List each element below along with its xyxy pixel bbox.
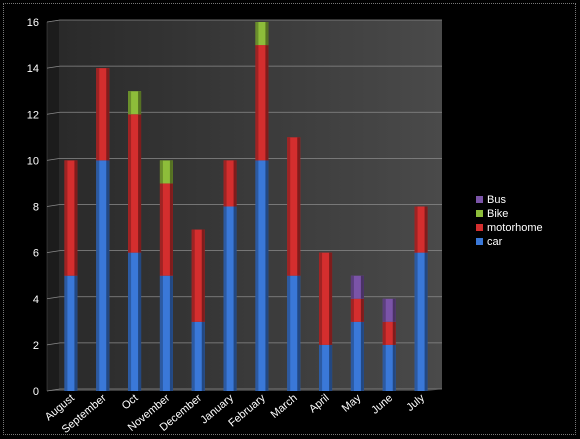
bar-june-bus (382, 298, 396, 322)
y-tick-label: 14 (27, 63, 39, 75)
gridline (46, 250, 442, 253)
y-axis-tick-labels: 0 2 4 6 8 10 12 14 16 (27, 17, 39, 398)
bar-july-motorhome (414, 206, 428, 253)
bar-oct-motorhome (128, 114, 142, 253)
gridline (46, 342, 442, 346)
bar-may-motorhome (350, 298, 364, 322)
gridline (46, 388, 442, 392)
x-tick-label: June (369, 392, 395, 417)
gridline (46, 296, 442, 300)
gridline (46, 111, 442, 115)
legend-swatch (476, 196, 483, 203)
floor (47, 389, 442, 391)
legend-swatch (476, 224, 483, 231)
bar-february-bike (255, 22, 269, 46)
y-tick-label: 0 (33, 386, 39, 398)
bar-march-car (287, 275, 301, 391)
gridline (46, 158, 442, 161)
bar-may-car (350, 321, 364, 391)
bar-november-bike (159, 160, 173, 184)
bar-november-car (159, 275, 173, 391)
gridline (46, 65, 442, 69)
bar-may-bus (350, 275, 364, 299)
bar-oct-car (128, 252, 142, 391)
bar-august-car (64, 275, 78, 391)
bar-february-motorhome (255, 45, 269, 161)
legend-label: Bus (487, 194, 506, 206)
y-tick-label: 4 (33, 294, 39, 306)
gridline (46, 204, 442, 207)
x-tick-label: April (307, 392, 332, 415)
bar-february-car (255, 160, 269, 391)
y-tick-label: 2 (33, 340, 39, 352)
bar-july-car (414, 252, 428, 391)
bars (64, 22, 428, 391)
legend-label: Bike (487, 208, 508, 220)
bar-november-motorhome (159, 183, 173, 276)
bar-oct-bike (128, 91, 142, 115)
bar-january-car (223, 206, 237, 391)
y-tick-label: 6 (33, 248, 39, 260)
legend-item-motorhome: motorhome (476, 222, 543, 234)
legend: Bus Bike motorhome car (476, 194, 543, 248)
bar-april-motorhome (319, 252, 333, 345)
legend-label: car (487, 236, 503, 248)
legend-swatch (476, 238, 483, 245)
bar-january-motorhome (223, 160, 237, 207)
legend-swatch (476, 210, 483, 217)
bar-august-motorhome (64, 160, 78, 276)
y-tick-label: 8 (33, 202, 39, 214)
bar-september-motorhome (96, 68, 110, 161)
bar-december-car (191, 321, 205, 391)
legend-item-car: car (476, 236, 503, 248)
y-tick-label: 10 (27, 155, 39, 167)
legend-label: motorhome (487, 222, 543, 234)
bar-september-car (96, 160, 110, 391)
y-tick-label: 16 (27, 17, 39, 29)
bar-april-car (319, 344, 333, 391)
legend-item-bus: Bus (476, 194, 506, 206)
bar-december-motorhome (191, 229, 205, 322)
chart-frame (3, 3, 576, 435)
gridline (46, 19, 442, 23)
x-tick-label: July (404, 392, 427, 414)
x-tick-label: March (269, 392, 300, 421)
bar-june-motorhome (382, 321, 396, 345)
gridlines (46, 19, 442, 392)
x-tick-label: Oct (120, 392, 141, 412)
y-tick-label: 12 (27, 109, 39, 121)
bar-march-motorhome (287, 137, 301, 276)
bar-june-car (382, 344, 396, 391)
legend-item-bike: Bike (476, 208, 508, 220)
x-tick-label: May (340, 392, 364, 415)
